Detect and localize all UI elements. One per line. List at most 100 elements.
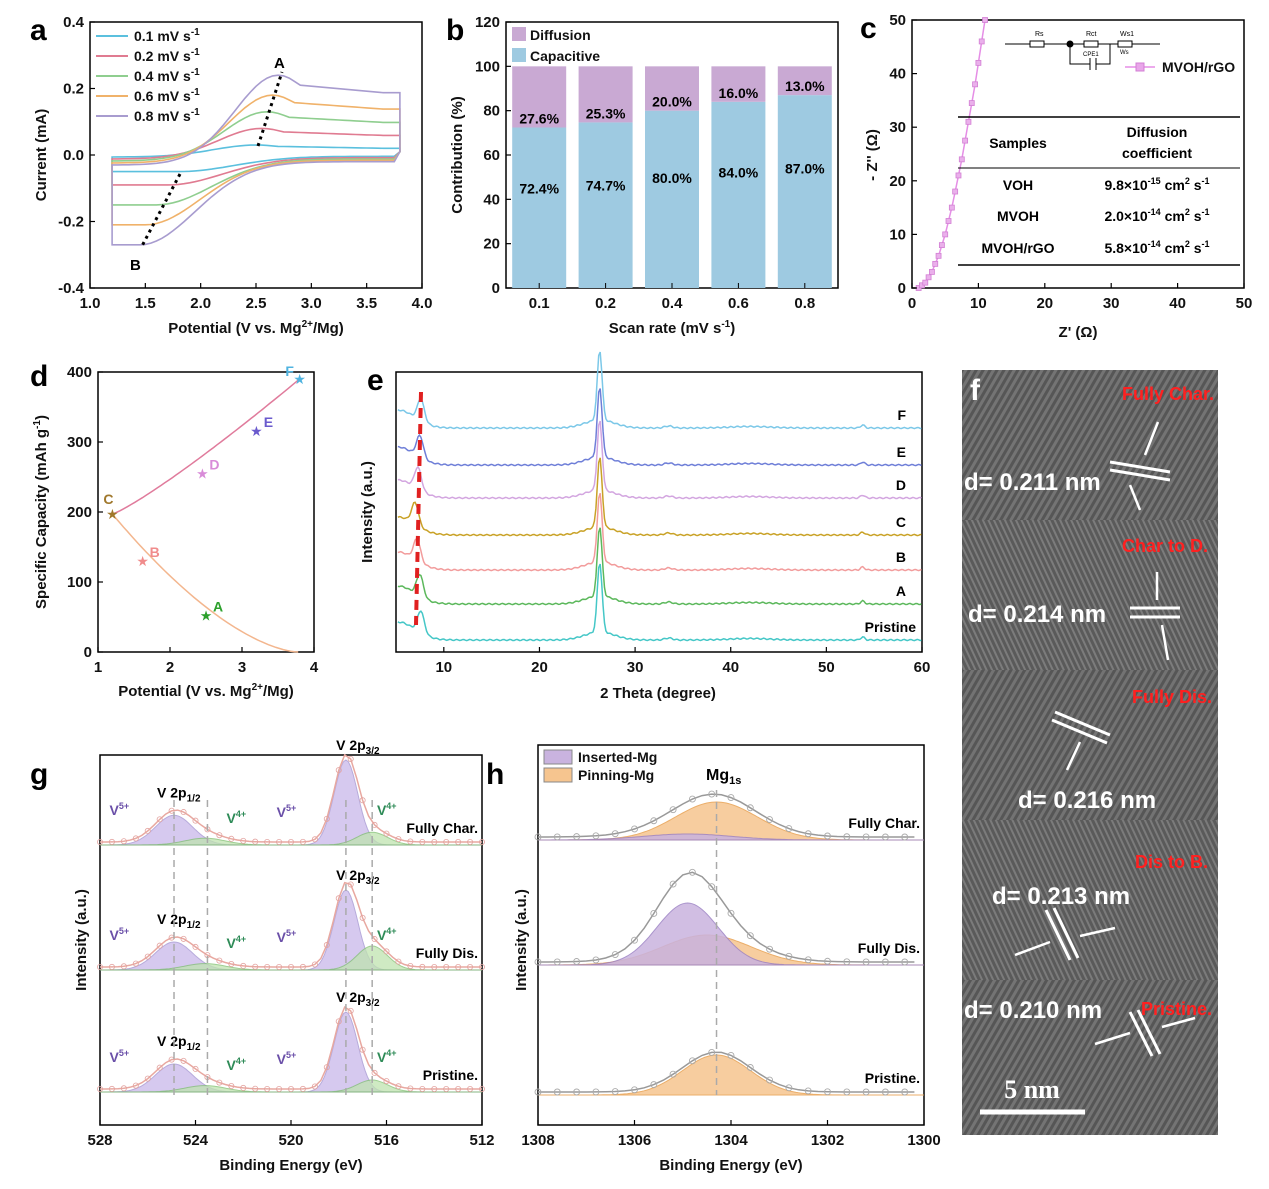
state-label: Pristine. bbox=[423, 1067, 478, 1083]
xps-data-point bbox=[688, 795, 696, 803]
xps-data-point bbox=[611, 830, 619, 838]
x-tick-label: 1302 bbox=[811, 1132, 844, 1149]
x-tick-label: 30 bbox=[627, 659, 644, 676]
cv-curves bbox=[111, 74, 401, 246]
xps-data-point bbox=[804, 830, 812, 838]
state-label: B bbox=[150, 544, 160, 560]
xrd-pattern bbox=[397, 563, 922, 642]
legend-b: Diffusion Capacitive bbox=[512, 27, 600, 64]
peak-label-v2p12: V 2p1/2 bbox=[157, 911, 201, 931]
xps-data-point bbox=[395, 958, 402, 965]
xps-envelope bbox=[100, 1005, 482, 1090]
y-tick-label: 30 bbox=[889, 119, 906, 136]
xrd-label: E bbox=[897, 444, 906, 460]
xps-envelope bbox=[538, 793, 915, 838]
x-tick-label: 50 bbox=[818, 659, 835, 676]
xps-data-point bbox=[650, 1081, 658, 1089]
xps-envelope bbox=[100, 881, 482, 968]
state-label: Fully Char. bbox=[848, 815, 920, 831]
xps-data-point bbox=[785, 952, 793, 960]
legend-swatch-capacitive bbox=[512, 48, 526, 62]
legend-swatch-pinning bbox=[543, 767, 573, 783]
xps-data-point bbox=[553, 958, 561, 966]
xps-data-point bbox=[688, 1057, 696, 1065]
guide-line-a bbox=[256, 71, 284, 147]
bar-capacitive bbox=[645, 110, 699, 289]
v4-label: V4+ bbox=[227, 934, 247, 951]
xps-data-point bbox=[228, 1082, 235, 1089]
panel-letter-e: e bbox=[367, 364, 384, 397]
nyquist-point bbox=[929, 269, 935, 275]
xps-envelope bbox=[100, 753, 482, 843]
x-tick-label: 20 bbox=[1036, 295, 1053, 312]
xps-data-point bbox=[785, 1084, 793, 1092]
nyquist-point bbox=[975, 59, 982, 66]
xps-data-point bbox=[287, 838, 294, 845]
xps-data-point bbox=[240, 1084, 247, 1091]
xps-data-point bbox=[553, 833, 561, 841]
y-tick-label: 10 bbox=[889, 226, 906, 243]
charge-curve bbox=[112, 378, 301, 515]
xps-data-point bbox=[335, 895, 342, 902]
panel-letter-d: d bbox=[30, 360, 48, 393]
xps-data-point bbox=[383, 830, 390, 837]
xps-data-point bbox=[216, 1079, 223, 1086]
xps-data-point bbox=[407, 838, 414, 845]
tem-state-label: Fully Char. bbox=[1122, 384, 1214, 404]
xps-data-point bbox=[132, 1082, 139, 1089]
xps-data-point bbox=[862, 1088, 870, 1096]
xrd-pattern bbox=[397, 351, 922, 430]
xps-data-point bbox=[264, 1085, 271, 1092]
x-axis-label-a: Potential (V vs. Mg2+/Mg) bbox=[168, 319, 344, 337]
bar-diffusion bbox=[512, 66, 567, 128]
v4-label: V4+ bbox=[377, 801, 397, 818]
bar-label-diffusion: 16.0% bbox=[719, 85, 759, 101]
circuit-label-cpe1: CPE1 bbox=[1083, 52, 1099, 58]
xps-data-point bbox=[727, 794, 735, 802]
xps-data-point bbox=[901, 1088, 909, 1096]
xps-data-point bbox=[311, 1083, 318, 1090]
y-tick-label: 40 bbox=[483, 191, 500, 208]
y-tick-label: 0 bbox=[84, 644, 92, 661]
xrd-label: D bbox=[896, 477, 906, 493]
nyquist-points bbox=[915, 17, 988, 291]
tem-section-4 bbox=[962, 820, 1218, 980]
xps-data-point bbox=[431, 1085, 438, 1092]
panel-b: b 27.6% 72.4% 0.1 25.3% 74.7% 0.2 20.0% 80.0% 0.… bbox=[446, 14, 839, 337]
x-tick-label: 512 bbox=[469, 1132, 494, 1149]
xrd-label: F bbox=[897, 407, 906, 423]
xps-data-point bbox=[347, 755, 354, 762]
xps-data-point bbox=[478, 839, 485, 846]
bar-label-diffusion: 27.6% bbox=[519, 111, 559, 127]
table-header-diffusion: Diffusion bbox=[1127, 124, 1188, 140]
x-tick-label: 2 bbox=[166, 659, 174, 676]
scale-bar-label: 5 nm bbox=[1004, 1075, 1060, 1104]
x-tick-label: 3.5 bbox=[356, 295, 377, 312]
xps-data-point bbox=[335, 1018, 342, 1025]
tem-section-1 bbox=[962, 370, 1218, 520]
y-axis-label-a: Current (mA) bbox=[33, 109, 50, 202]
table-header-coefficient: coefficient bbox=[1122, 145, 1192, 161]
xps-data-point bbox=[881, 1088, 889, 1096]
bar-label-capacitive: 84.0% bbox=[719, 165, 759, 181]
tem-section-2 bbox=[962, 520, 1218, 670]
fringe-arrows bbox=[1014, 421, 1196, 1046]
xps-data-point bbox=[708, 883, 716, 891]
bar-label-capacitive: 72.4% bbox=[519, 180, 559, 196]
circuit-label-ws: Ws bbox=[1120, 50, 1129, 56]
xps-data-point bbox=[824, 1088, 831, 1096]
xrd-pattern bbox=[397, 388, 922, 467]
xps-data-point bbox=[180, 935, 187, 942]
xps-data-point bbox=[132, 835, 139, 842]
tem-state-label: Fully Dis. bbox=[1132, 687, 1212, 707]
xps-data-point bbox=[240, 837, 247, 844]
tem-state-label: Dis to B. bbox=[1135, 852, 1208, 872]
ticks-d: 1 2 3 4 0 100 200 300 400 bbox=[67, 364, 319, 676]
xps-data-point bbox=[881, 833, 889, 841]
legend-marker-c bbox=[1135, 62, 1145, 72]
inserted-mg-component bbox=[538, 902, 924, 966]
xps-data-point bbox=[766, 945, 774, 953]
x-tick-label: 0 bbox=[908, 295, 916, 312]
y-tick-label: 0.0 bbox=[63, 147, 84, 164]
